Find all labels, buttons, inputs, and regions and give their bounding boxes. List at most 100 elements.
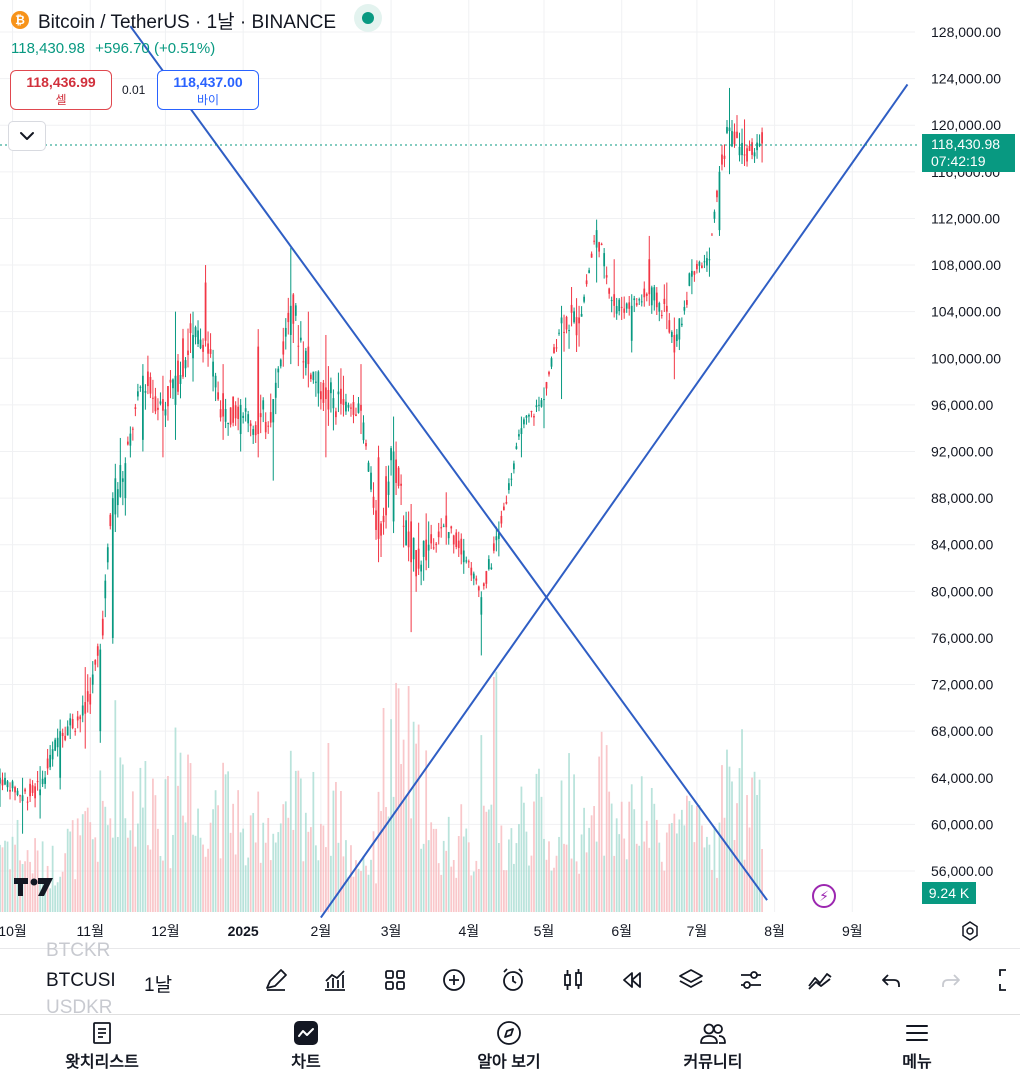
- candle-body: [212, 361, 214, 377]
- candle-body: [713, 211, 716, 219]
- trendline-icon[interactable]: [806, 966, 834, 994]
- candle-body: [635, 303, 638, 306]
- candle-body: [282, 341, 285, 355]
- settings-icon[interactable]: [737, 966, 765, 994]
- nav-label: 알아 보기: [477, 1054, 541, 1071]
- volume-bar: [425, 750, 428, 912]
- candle-body: [410, 521, 413, 563]
- interval-selector[interactable]: 1날: [144, 975, 173, 996]
- candle-body: [337, 391, 340, 395]
- volume-bar: [46, 865, 49, 912]
- candle-body: [422, 540, 425, 557]
- volume-bar: [259, 862, 262, 912]
- volume-bar: [487, 809, 490, 912]
- lightning-icon[interactable]: ⚡: [812, 884, 836, 908]
- candle-body: [761, 132, 763, 144]
- volume-bar: [274, 842, 277, 912]
- alert-icon[interactable]: [499, 966, 527, 994]
- volume-bar: [104, 806, 107, 912]
- volume-bar: [91, 839, 94, 912]
- volume-bar: [430, 822, 433, 912]
- candle-body: [603, 253, 606, 267]
- volume-bar: [362, 855, 365, 912]
- candle-body: [257, 346, 260, 435]
- volume-bar: [615, 818, 618, 912]
- volume-bar: [254, 842, 257, 912]
- volume-bar: [490, 804, 493, 912]
- volume-bar: [217, 805, 219, 912]
- price-scale-label: 56,000.00: [931, 863, 993, 879]
- chart-icon: [294, 1021, 318, 1045]
- volume-bar: [139, 767, 142, 912]
- symbol-title[interactable]: Bitcoin / TetherUS · 1날 · BINANCE: [38, 12, 336, 33]
- volume-bar: [249, 815, 252, 912]
- price-scale-label: 64,000.00: [931, 770, 993, 786]
- volume-bar: [538, 768, 540, 912]
- candle-icon[interactable]: [559, 966, 587, 994]
- chevron-down-icon: [20, 132, 34, 140]
- volume-bar: [608, 791, 611, 912]
- candle-body: [229, 407, 232, 425]
- volume-bar: [345, 840, 347, 912]
- candle-body: [121, 478, 124, 482]
- volume-bar: [452, 860, 455, 912]
- candle-body: [94, 660, 97, 665]
- candle-body: [81, 705, 84, 716]
- candle-body: [711, 234, 713, 236]
- candle-body: [387, 481, 390, 495]
- indicators-icon[interactable]: [321, 966, 349, 994]
- nav-explore[interactable]: 알아 보기: [439, 1016, 579, 1072]
- candle-body: [89, 694, 92, 705]
- layers-icon[interactable]: [677, 966, 705, 994]
- candle-body: [691, 270, 693, 277]
- watchlist-icon: [93, 1022, 111, 1044]
- candle-body: [309, 374, 312, 380]
- buy-button[interactable]: 118,437.00 바이: [157, 70, 259, 110]
- candle-body: [445, 515, 448, 528]
- candle-body: [11, 781, 14, 789]
- volume-bar: [69, 831, 72, 912]
- volume-bar: [743, 859, 746, 912]
- redo-icon[interactable]: [937, 966, 965, 994]
- volume-bar: [635, 843, 638, 912]
- candle-body: [753, 152, 756, 157]
- last-price: 118,430.98: [11, 40, 85, 57]
- replay-icon[interactable]: [618, 966, 646, 994]
- volume-bar: [741, 729, 743, 912]
- volume-bar: [553, 867, 555, 912]
- fullscreen-icon[interactable]: [996, 966, 1020, 994]
- collapse-button[interactable]: [8, 121, 46, 151]
- nav-menu[interactable]: 메뉴: [847, 1016, 987, 1072]
- volume-bar: [377, 791, 380, 912]
- layout-icon[interactable]: [381, 966, 409, 994]
- volume-bar: [182, 815, 184, 912]
- sell-button[interactable]: 118,436.99 셀: [10, 70, 112, 110]
- volume-bar: [595, 841, 598, 912]
- nav-community[interactable]: 커뮤니티: [643, 1016, 783, 1072]
- volume-bar: [467, 842, 470, 912]
- candle-body: [189, 323, 192, 334]
- volume-bar: [502, 870, 505, 912]
- candle-body: [460, 538, 463, 555]
- candle-body: [252, 429, 255, 435]
- candle-body: [580, 313, 583, 317]
- volume-bar: [590, 815, 593, 912]
- price-chart[interactable]: 128,000.00124,000.00120,000.00116,000.00…: [0, 0, 1020, 948]
- nav-chart[interactable]: 차트: [236, 1016, 376, 1072]
- undo-icon[interactable]: [877, 966, 905, 994]
- draw-icon[interactable]: [262, 966, 290, 994]
- add-icon[interactable]: [440, 966, 468, 994]
- explore-icon: [497, 1021, 521, 1045]
- candle-body: [490, 567, 493, 570]
- trendline-ascending: [320, 83, 909, 919]
- candle-body: [154, 396, 157, 412]
- symbol-selector[interactable]: BTCUSI: [46, 970, 116, 991]
- volume-bar: [375, 883, 377, 912]
- symbol-prev[interactable]: BTCKR: [46, 940, 111, 961]
- market-status-icon[interactable]: [354, 4, 382, 32]
- axis-settings-icon[interactable]: [960, 921, 980, 941]
- menu-icon: [906, 1025, 928, 1041]
- nav-watchlist[interactable]: 왓치리스트: [32, 1016, 172, 1072]
- volume-bar: [568, 753, 570, 912]
- symbol-next[interactable]: USDKR: [46, 997, 113, 1018]
